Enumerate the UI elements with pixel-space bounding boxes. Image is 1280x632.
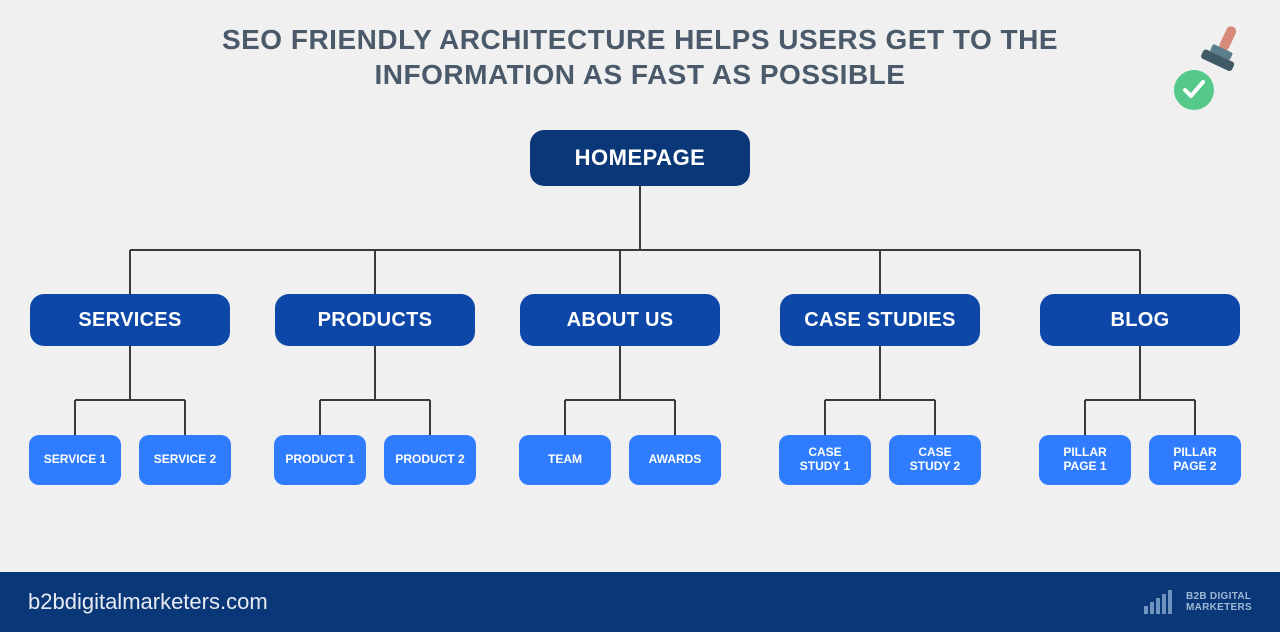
node-lvl1-2: ABOUT US <box>520 294 720 346</box>
approval-stamp-icon <box>1166 18 1256 118</box>
node-lvl2-4-1: PILLAR PAGE 2 <box>1149 435 1241 485</box>
sitemap-tree: HOMEPAGE SERVICES PRODUCTS ABOUT US CASE STU… <box>0 125 1280 540</box>
node-lvl2-0-1: SERVICE 2 <box>139 435 231 485</box>
node-lvl1-1: PRODUCTS <box>275 294 475 346</box>
node-lvl2-3-1: CASE STUDY 2 <box>889 435 981 485</box>
node-root: HOMEPAGE <box>530 130 750 186</box>
node-lvl1-4: BLOG <box>1040 294 1240 346</box>
node-lvl2-1-1: PRODUCT 2 <box>384 435 476 485</box>
logo-text-line-2: MARKETERS <box>1186 602 1252 613</box>
node-lvl2-0-0: SERVICE 1 <box>29 435 121 485</box>
logo-text-line-1: B2B DIGITAL <box>1186 591 1252 602</box>
node-lvl2-4-0: PILLAR PAGE 1 <box>1039 435 1131 485</box>
title-line-2: INFORMATION AS FAST AS POSSIBLE <box>0 57 1280 92</box>
node-lvl2-1-0: PRODUCT 1 <box>274 435 366 485</box>
page-title: SEO FRIENDLY ARCHITECTURE HELPS USERS GE… <box>0 0 1280 92</box>
node-lvl2-2-0: TEAM <box>519 435 611 485</box>
footer-bar: b2bdigitalmarketers.com B2B DIGITAL MARK… <box>0 572 1280 632</box>
node-lvl2-3-0: CASE STUDY 1 <box>779 435 871 485</box>
logo-bars-icon <box>1144 590 1178 614</box>
node-lvl1-0: SERVICES <box>30 294 230 346</box>
node-lvl2-2-1: AWARDS <box>629 435 721 485</box>
node-lvl1-3: CASE STUDIES <box>780 294 980 346</box>
footer-url: b2bdigitalmarketers.com <box>28 589 268 615</box>
footer-logo: B2B DIGITAL MARKETERS <box>1144 590 1252 614</box>
title-line-1: SEO FRIENDLY ARCHITECTURE HELPS USERS GE… <box>0 22 1280 57</box>
footer-logo-text: B2B DIGITAL MARKETERS <box>1186 591 1252 613</box>
